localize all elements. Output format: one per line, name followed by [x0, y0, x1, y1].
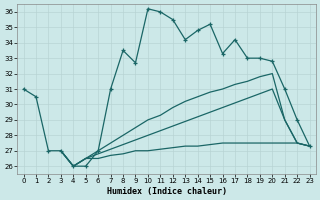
X-axis label: Humidex (Indice chaleur): Humidex (Indice chaleur) — [107, 187, 227, 196]
